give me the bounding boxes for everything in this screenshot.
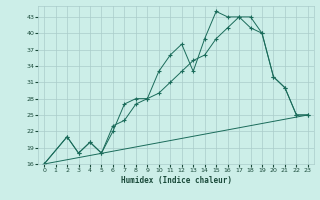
X-axis label: Humidex (Indice chaleur): Humidex (Indice chaleur) xyxy=(121,176,231,185)
